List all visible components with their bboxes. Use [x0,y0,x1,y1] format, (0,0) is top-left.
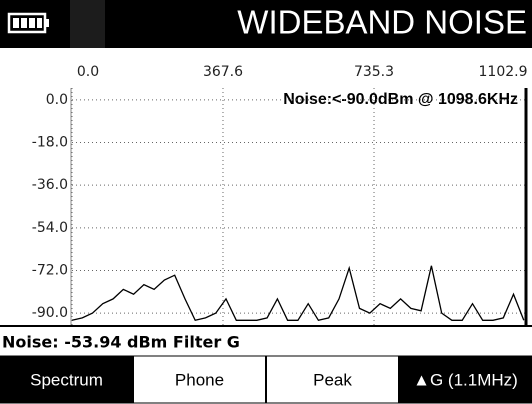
y-tick-label: -36.0 [32,177,68,193]
battery-icon [7,12,49,34]
softkey-face [399,355,532,404]
softkey-face [266,355,399,404]
y-tick-label: -72.0 [32,262,68,278]
y-tick-label: -90.0 [32,305,68,321]
x-tick-label: 735.3 [354,64,394,80]
x-tick-label: 367.6 [203,64,243,80]
softkey-face [133,355,266,404]
softkey[interactable]: Peak [266,355,399,404]
header-shade [70,0,105,48]
softkey-label: Peak [313,370,352,389]
softkey-label: ▲G (1.1MHz) [413,370,518,389]
y-tick-label: -18.0 [32,135,68,151]
x-tick-label: 0.0 [77,64,99,80]
screen-title: WIDEBAND NOISE [237,4,527,41]
noise-trace [71,265,525,322]
y-tick-label: 0.0 [46,92,68,108]
softkey-label: Phone [175,370,224,389]
softkey[interactable]: Phone [133,355,266,404]
y-tick-label: -54.0 [32,220,68,236]
softkey-label: Spectrum [30,370,103,389]
softkey-face [0,355,133,404]
softkey[interactable]: ▲G (1.1MHz) [399,355,532,404]
softkey[interactable]: Spectrum [0,355,133,404]
x-tick-label: 1102.9 [479,64,528,80]
status-line: Noise: -53.94 dBm Filter G [2,333,240,352]
